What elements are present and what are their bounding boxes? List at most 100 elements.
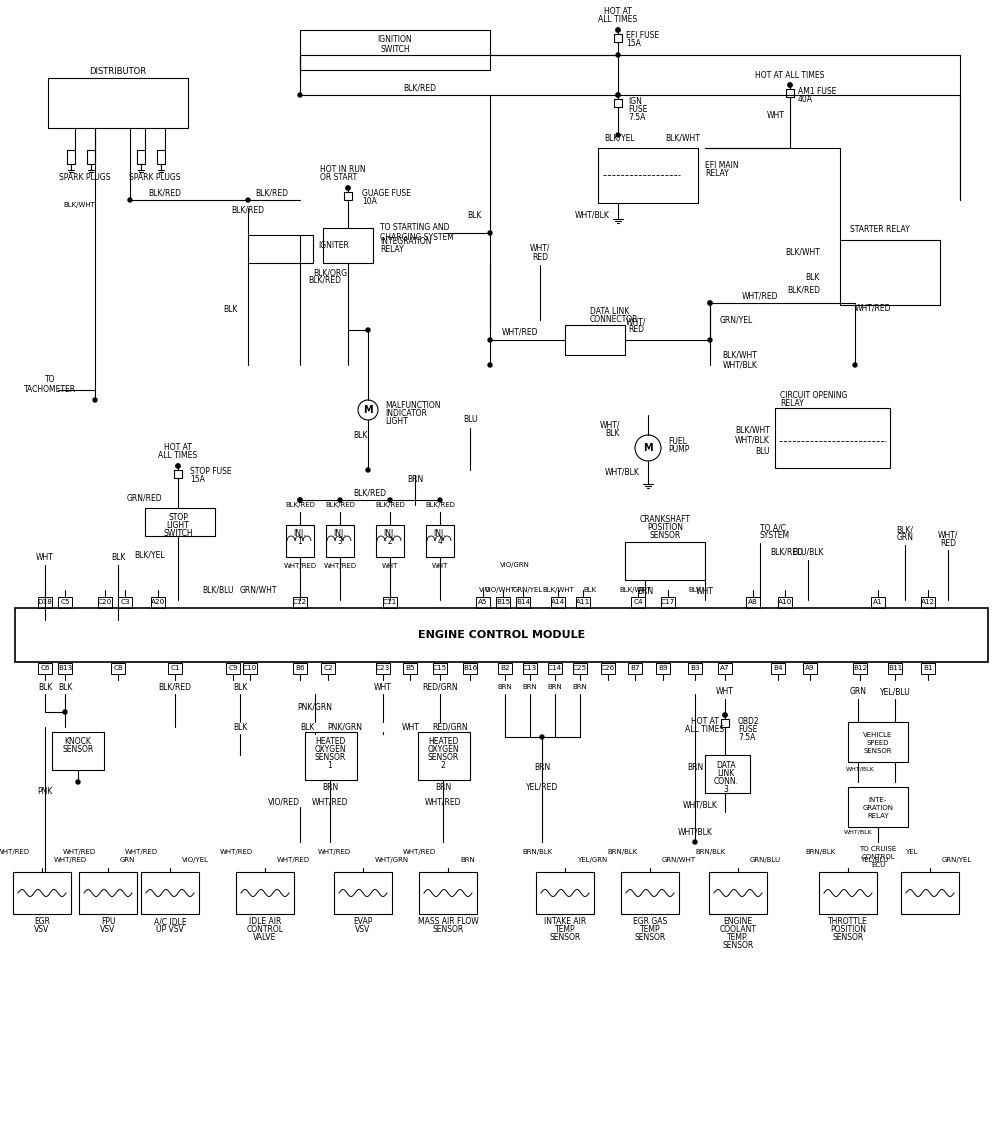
Text: B3: B3: [690, 665, 700, 672]
Text: HEATED: HEATED: [428, 737, 458, 746]
Bar: [921, 597, 935, 609]
Text: CHARGING SYSTEM: CHARGING SYSTEM: [380, 233, 454, 242]
Text: A11: A11: [576, 599, 590, 605]
Text: BLK: BLK: [233, 683, 247, 691]
Text: GRN: GRN: [120, 857, 135, 863]
Text: SENSOR: SENSOR: [549, 934, 581, 943]
Text: DATA: DATA: [716, 761, 736, 770]
Text: RED: RED: [940, 539, 956, 548]
Text: BRN/BLK: BRN/BLK: [608, 849, 638, 855]
Text: WHT/RED: WHT/RED: [318, 849, 351, 855]
Text: TO STARTING AND: TO STARTING AND: [380, 224, 450, 233]
Text: POSITION: POSITION: [830, 926, 866, 935]
Bar: [888, 663, 902, 674]
Text: VSV: VSV: [34, 926, 50, 935]
Text: BLK/RED: BLK/RED: [770, 548, 803, 557]
Text: 15A: 15A: [626, 40, 641, 49]
Text: LINK: LINK: [717, 769, 735, 778]
Bar: [778, 597, 792, 609]
Text: CONTROL: CONTROL: [246, 926, 284, 935]
Text: EVAP: EVAP: [353, 918, 373, 927]
Text: WHT/RED: WHT/RED: [312, 797, 348, 806]
Text: SWITCH: SWITCH: [380, 45, 410, 54]
Bar: [67, 150, 75, 164]
Text: CRANKSHAFT: CRANKSHAFT: [640, 516, 690, 525]
Text: WHT/BLK: WHT/BLK: [575, 210, 610, 219]
Text: STOP: STOP: [168, 514, 188, 523]
Text: B9: B9: [658, 665, 668, 672]
Circle shape: [788, 84, 792, 87]
Text: INJ.: INJ.: [384, 530, 396, 539]
Bar: [419, 872, 477, 914]
Text: WHT/BLK: WHT/BLK: [683, 800, 718, 809]
Text: STARTER RELAY: STARTER RELAY: [850, 226, 910, 235]
Circle shape: [693, 840, 697, 844]
Text: VSV: VSV: [355, 926, 371, 935]
Bar: [598, 148, 698, 203]
Text: TEMP: TEMP: [555, 926, 575, 935]
Bar: [38, 597, 52, 609]
Text: D18: D18: [38, 599, 52, 605]
Text: BLK: BLK: [353, 430, 367, 439]
Text: INTEGRATION: INTEGRATION: [380, 237, 432, 246]
Circle shape: [298, 93, 302, 97]
Text: UP VSV: UP VSV: [156, 926, 184, 935]
Text: WHT: WHT: [696, 587, 714, 596]
Bar: [463, 663, 477, 674]
Bar: [79, 872, 137, 914]
Text: FUSE: FUSE: [738, 725, 757, 734]
Bar: [621, 872, 679, 914]
Bar: [141, 872, 199, 914]
Text: BRN: BRN: [534, 762, 550, 771]
Circle shape: [488, 231, 492, 235]
Text: C4: C4: [633, 599, 643, 605]
Text: SENSOR: SENSOR: [432, 926, 464, 935]
Text: BRN/BLK: BRN/BLK: [806, 849, 836, 855]
Bar: [775, 408, 890, 469]
Text: GRN/WHT: GRN/WHT: [239, 586, 277, 595]
Bar: [111, 663, 125, 674]
Text: WHT/: WHT/: [530, 244, 550, 253]
Bar: [52, 732, 104, 770]
Text: VSV: VSV: [100, 926, 116, 935]
Text: HOT IN RUN: HOT IN RUN: [320, 166, 366, 175]
Bar: [323, 228, 373, 263]
Text: TO A/C: TO A/C: [760, 524, 786, 533]
Text: INDICATOR: INDICATOR: [385, 409, 427, 418]
Circle shape: [246, 198, 250, 202]
Text: WHT/RED: WHT/RED: [220, 849, 253, 855]
Bar: [334, 872, 392, 914]
Text: PUMP: PUMP: [668, 446, 689, 455]
Text: POSITION: POSITION: [647, 524, 683, 533]
Bar: [901, 872, 959, 914]
Text: BLU/BLK: BLU/BLK: [792, 548, 824, 557]
Bar: [848, 723, 908, 762]
Bar: [344, 192, 352, 200]
Bar: [326, 525, 354, 557]
Text: SYSTEM: SYSTEM: [760, 532, 790, 541]
Bar: [631, 597, 645, 609]
Circle shape: [616, 28, 620, 32]
Text: WHT/BLK: WHT/BLK: [678, 828, 712, 837]
Text: BLK/RED: BLK/RED: [404, 84, 436, 93]
Text: BRN: BRN: [498, 684, 512, 690]
Text: B6: B6: [295, 665, 305, 672]
Bar: [614, 99, 622, 107]
Text: WHT/BLK: WHT/BLK: [735, 436, 770, 445]
Text: 10A: 10A: [362, 198, 377, 207]
Text: TEMP: TEMP: [640, 926, 660, 935]
Text: GUAGE FUSE: GUAGE FUSE: [362, 190, 411, 199]
Text: BLK: BLK: [583, 587, 597, 593]
Bar: [168, 663, 182, 674]
Text: SENSOR: SENSOR: [634, 934, 666, 943]
Bar: [145, 508, 215, 536]
Bar: [853, 663, 867, 674]
Circle shape: [366, 329, 370, 332]
Circle shape: [346, 186, 350, 190]
Text: BLK/YEL: BLK/YEL: [134, 551, 165, 560]
Bar: [286, 525, 314, 557]
Text: BLK/RED: BLK/RED: [325, 502, 355, 508]
Text: A9: A9: [805, 665, 815, 672]
Text: WHT/BLK: WHT/BLK: [846, 767, 874, 771]
Text: BLK/RED: BLK/RED: [425, 502, 455, 508]
